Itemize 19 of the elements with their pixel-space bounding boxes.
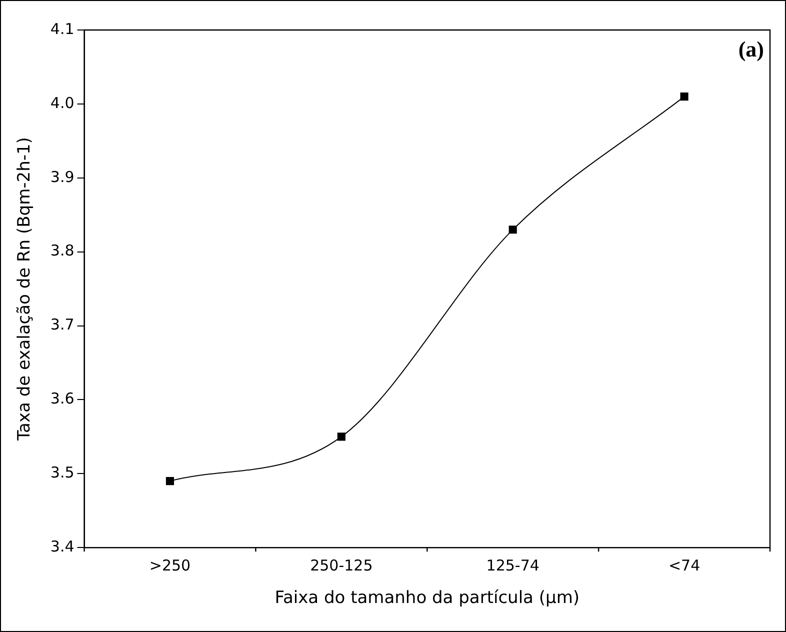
- point: [680, 92, 688, 101]
- y-tick-label: 3.5: [50, 464, 74, 482]
- y-axis-title: Taxa de exalação de Rn (Bqm-2h-1): [14, 137, 35, 442]
- y-tick-label: 3.7: [50, 316, 74, 334]
- x-tick-label: <74: [668, 556, 700, 574]
- y-tick-label: 3.8: [50, 242, 74, 260]
- point: [508, 226, 517, 234]
- y-tick-label: 3.6: [50, 390, 74, 408]
- y-tick-label: 3.4: [50, 537, 74, 556]
- y-tick-label: 4.0: [50, 94, 74, 112]
- x-tick-label: >250: [149, 556, 191, 574]
- x-tick-label: 125-74: [486, 556, 540, 574]
- point: [166, 477, 174, 486]
- point: [337, 432, 346, 441]
- x-tick-label: 250-125: [310, 556, 373, 574]
- x-axis-title: Faixa do tamanho da partícula (µm): [274, 588, 580, 608]
- y-tick-label: 3.9: [50, 168, 74, 186]
- annotation: (a): [738, 36, 764, 62]
- y-tick-label: 4.1: [50, 20, 74, 38]
